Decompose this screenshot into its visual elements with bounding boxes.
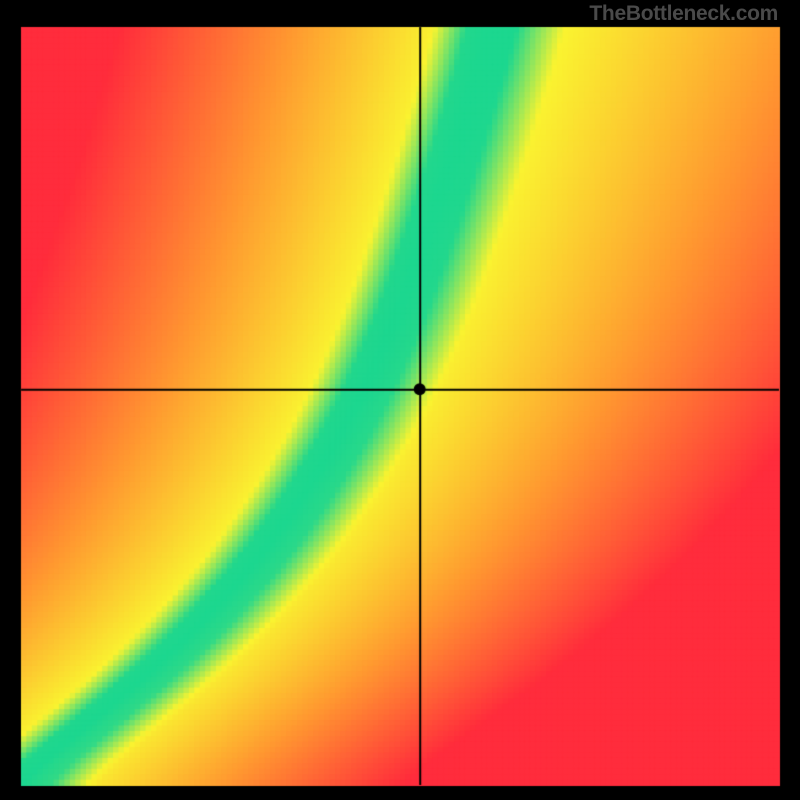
attribution-text: TheBottleneck.com (589, 2, 778, 26)
crosshair-overlay (0, 0, 800, 800)
bottleneck-chart-container: { "attribution": "TheBottleneck.com", "c… (0, 0, 800, 800)
